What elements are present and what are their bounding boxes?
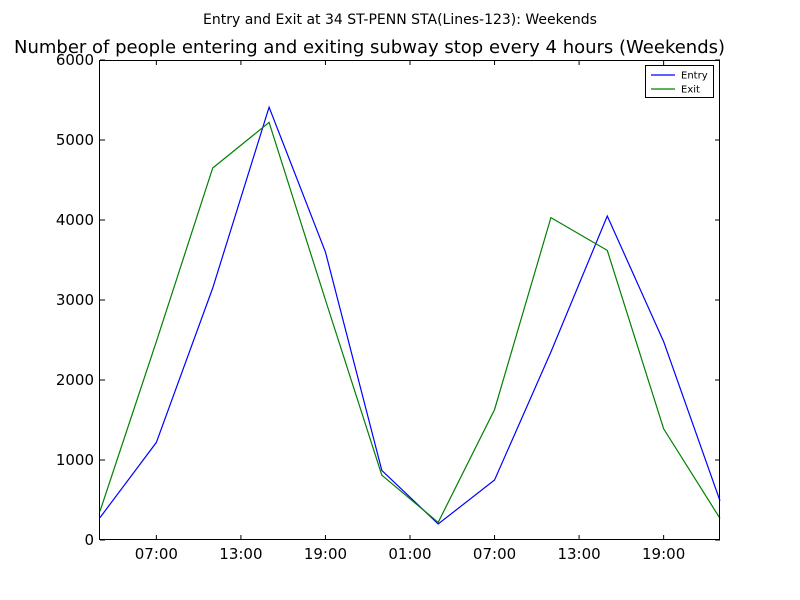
y-tick-label: 1000 (56, 451, 94, 469)
y-tick-label: 6000 (56, 51, 94, 69)
x-tick-label: 07:00 (473, 545, 516, 563)
x-axis: 07:00 13:00 19:00 01:00 07:00 13:00 19:00 (135, 60, 685, 563)
series-line-entry (99, 105, 721, 525)
y-tick-label: 5000 (56, 131, 94, 149)
x-tick-label: 07:00 (135, 545, 178, 563)
x-tick-label: 13:00 (557, 545, 600, 563)
chart-suptitle: Entry and Exit at 34 ST-PENN STA(Lines-1… (203, 12, 597, 28)
legend-label-exit: Exit (681, 85, 700, 96)
y-tick-label: 3000 (56, 291, 94, 309)
chart-title: Number of people entering and exiting su… (14, 37, 725, 58)
x-tick-label: 13:00 (219, 545, 262, 563)
plot-lines (99, 105, 721, 525)
legend: Entry Exit (645, 65, 714, 98)
legend-label-entry: Entry (681, 71, 708, 82)
legend-box (645, 65, 714, 98)
y-axis: 0 1000 2000 3000 4000 5000 6000 (56, 51, 720, 549)
series-line-exit (99, 121, 721, 524)
plot-frame (99, 60, 720, 540)
y-tick-label: 2000 (56, 371, 94, 389)
x-tick-label: 01:00 (388, 545, 431, 563)
x-tick-label: 19:00 (642, 545, 685, 563)
y-tick-label: 4000 (56, 211, 94, 229)
x-tick-label: 19:00 (304, 545, 347, 563)
y-tick-label: 0 (84, 531, 94, 549)
